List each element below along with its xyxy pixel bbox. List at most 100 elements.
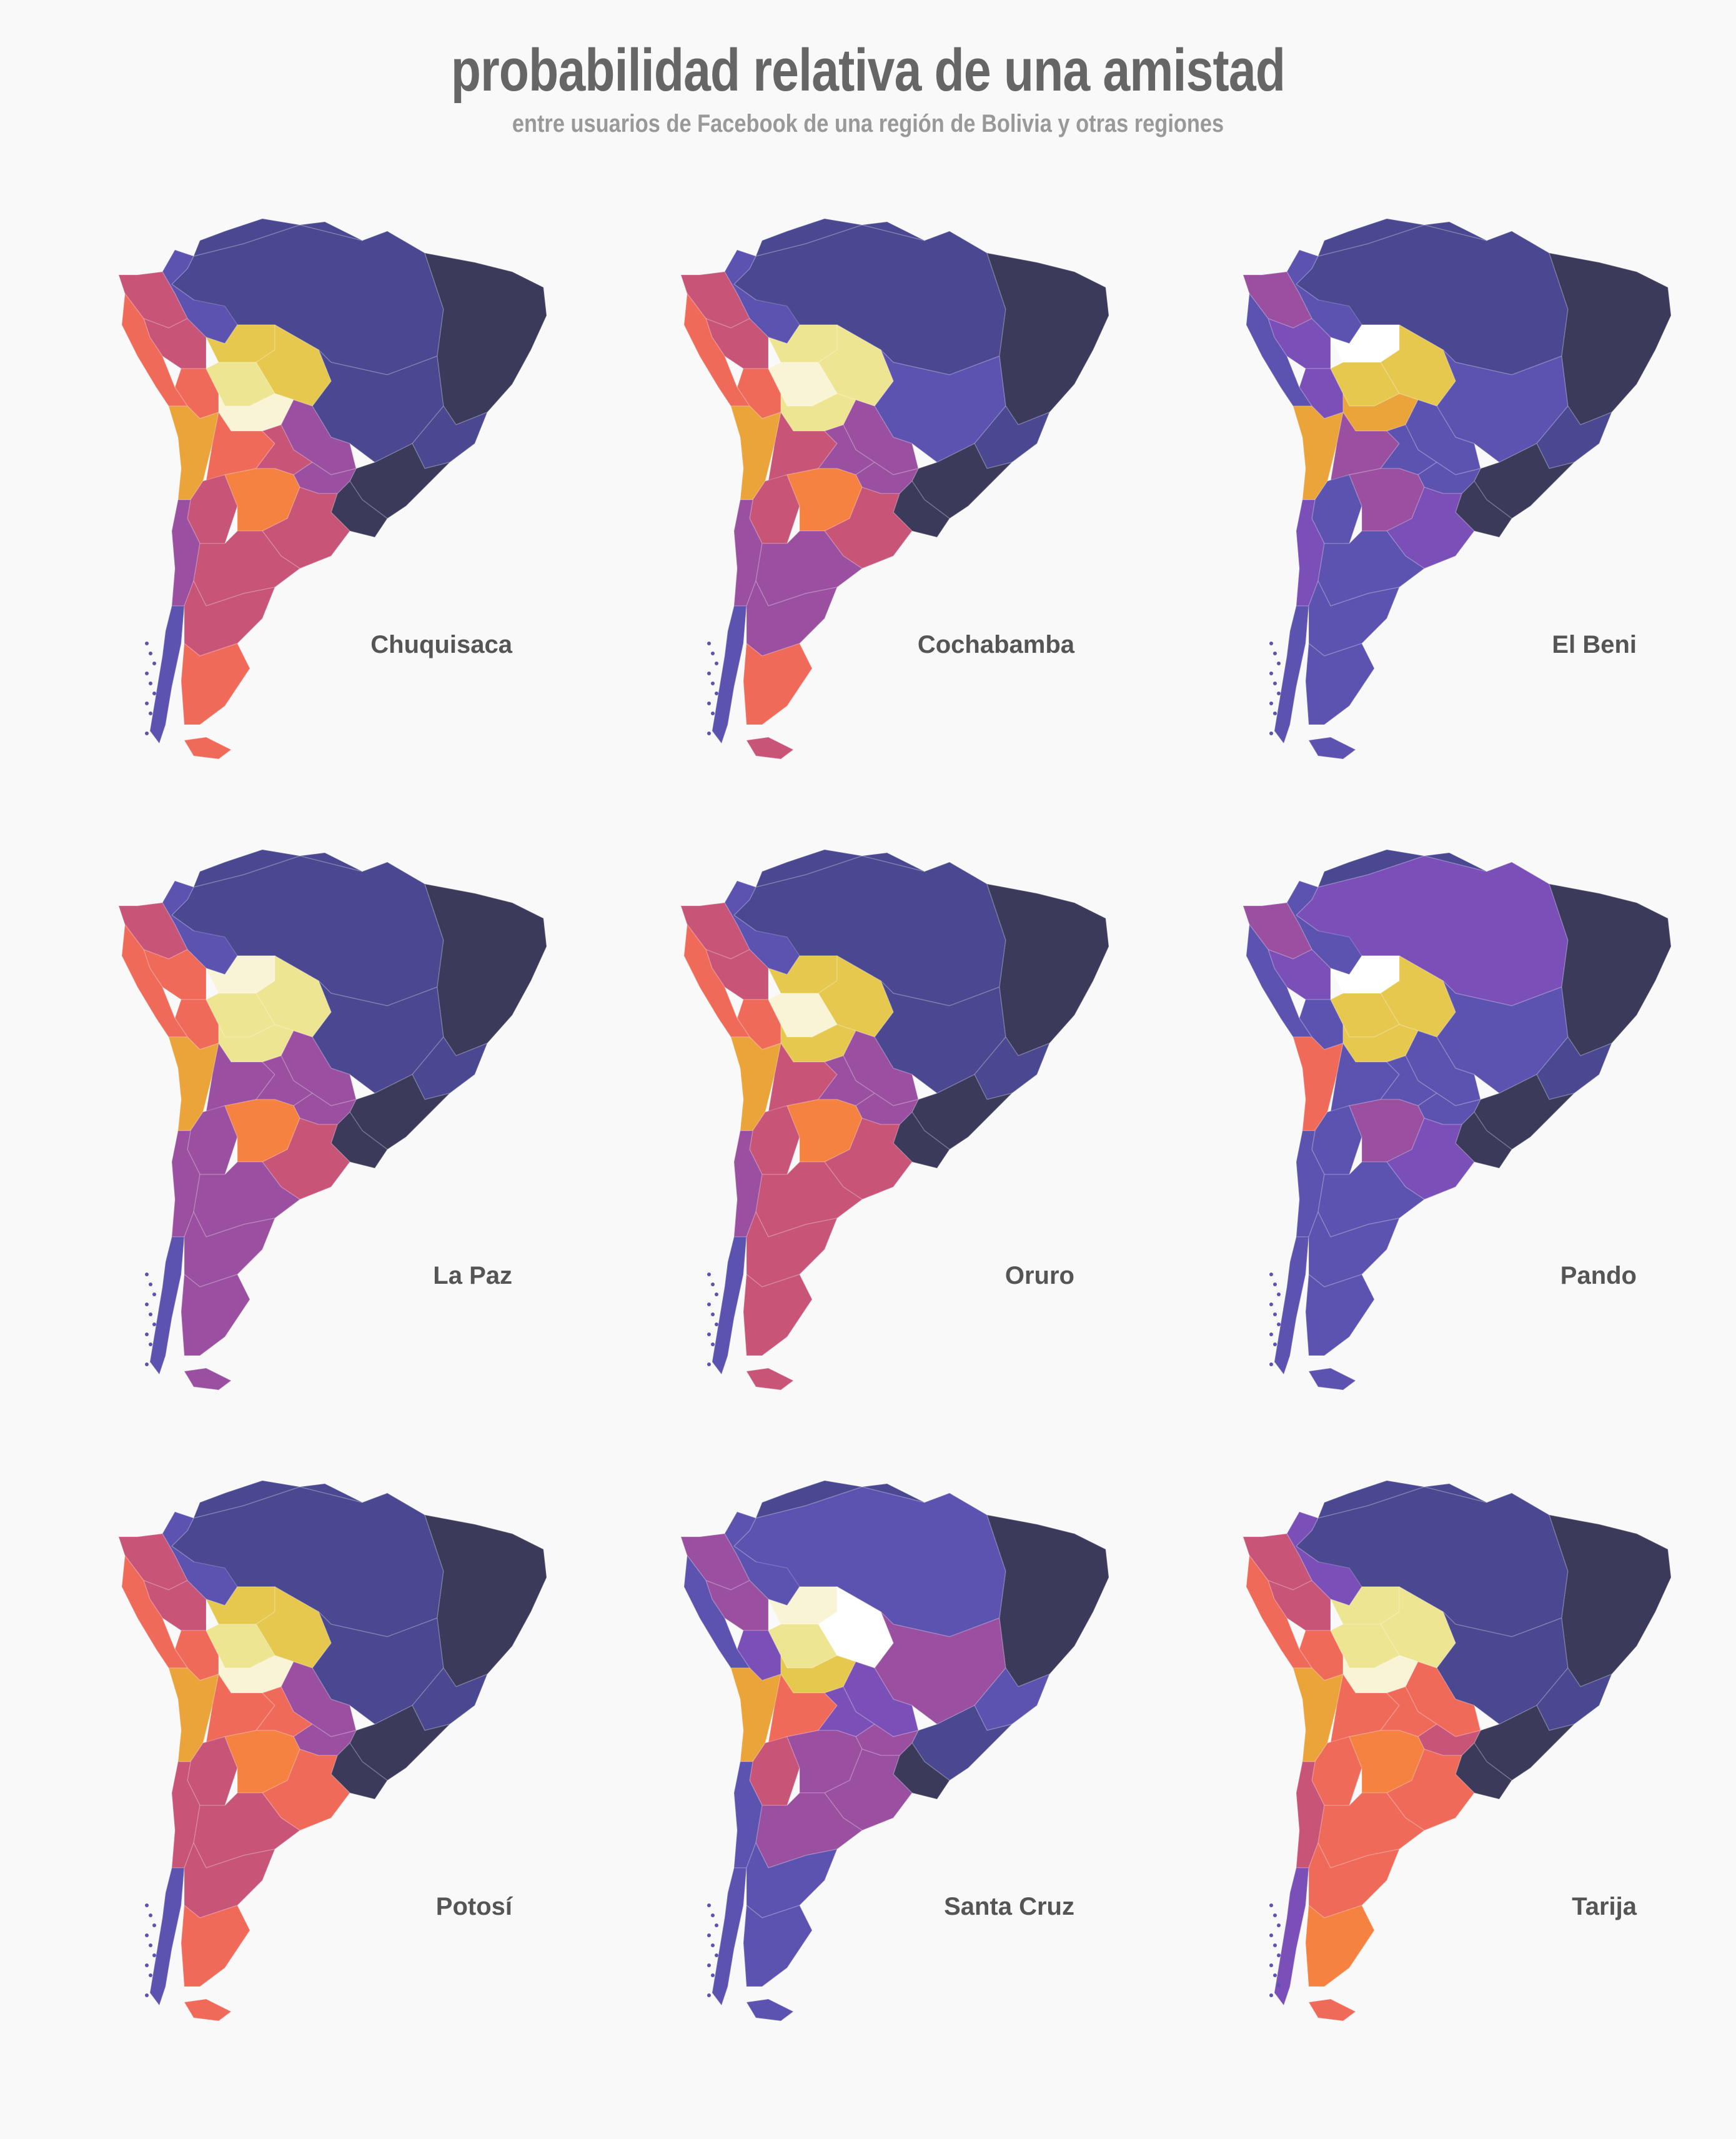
- region-brazil-northeast: [1549, 252, 1672, 425]
- coastal-island: [1273, 1973, 1277, 1977]
- coastal-island: [707, 1903, 711, 1907]
- region-chile-south: [1274, 605, 1309, 744]
- region-guianas: [861, 221, 925, 241]
- coastal-island: [707, 1963, 711, 1967]
- region-brazil-northeast: [986, 252, 1109, 425]
- region-patagonia-south: [743, 1274, 813, 1356]
- coastal-island: [1277, 692, 1281, 695]
- region-patagonia-mid: [1308, 580, 1400, 657]
- coastal-island: [149, 1313, 152, 1316]
- region-uruguay: [893, 1111, 950, 1169]
- region-venezuela: [755, 218, 863, 257]
- map-label: Potosí: [435, 1893, 512, 1920]
- region-chile-south: [712, 605, 747, 744]
- region-guianas: [299, 221, 363, 241]
- region-argentina-baires: [1386, 1118, 1475, 1200]
- region-brazil-northeast: [424, 252, 547, 425]
- coastal-island: [1277, 722, 1281, 725]
- coastal-island: [707, 1993, 711, 1997]
- coastal-island: [711, 1283, 715, 1286]
- coastal-island: [152, 1953, 156, 1957]
- south-america-map: [680, 849, 1109, 1391]
- region-brazil-northeast: [986, 883, 1109, 1056]
- region-brazil-south: [911, 1074, 1013, 1150]
- map-panel: Santa Cruz: [600, 1468, 1109, 2030]
- region-brazil-south: [1474, 1074, 1575, 1150]
- map-label: Santa Cruz: [944, 1893, 1074, 1920]
- coastal-island: [1269, 1903, 1273, 1907]
- map-panel: Oruro: [600, 837, 1109, 1399]
- coastal-island: [1269, 1303, 1273, 1306]
- coastal-island: [149, 1342, 152, 1346]
- region-venezuela: [1317, 218, 1425, 257]
- region-venezuela: [755, 1480, 863, 1519]
- region-chile-south: [1274, 1236, 1309, 1375]
- coastal-island: [715, 1352, 718, 1356]
- coastal-island: [707, 1933, 711, 1937]
- coastal-island: [1277, 1923, 1281, 1927]
- region-brazil-south: [1474, 1705, 1575, 1781]
- map-label: La Paz: [433, 1262, 512, 1289]
- region-guianas: [299, 852, 363, 872]
- region-patagonia-mid: [184, 1842, 275, 1918]
- region-brazil-south: [911, 443, 1013, 519]
- coastal-island: [145, 1333, 149, 1336]
- coastal-island: [152, 692, 156, 695]
- region-uruguay: [330, 1111, 388, 1169]
- region-patagonia-mid: [746, 1211, 838, 1288]
- region-venezuela: [1317, 849, 1425, 888]
- region-patagonia-mid: [1308, 1211, 1400, 1288]
- region-tierra-fuego: [746, 1998, 794, 2022]
- region-guianas: [861, 1483, 925, 1503]
- region-guianas: [861, 852, 925, 872]
- coastal-island: [152, 1983, 156, 1987]
- coastal-island: [711, 1342, 715, 1346]
- coastal-island: [1277, 1323, 1281, 1326]
- region-uruguay: [1455, 1742, 1512, 1800]
- region-patagonia-mid: [746, 1842, 838, 1918]
- coastal-island: [707, 732, 711, 735]
- coastal-island: [149, 1973, 152, 1977]
- region-venezuela: [193, 218, 300, 257]
- coastal-island: [149, 1943, 152, 1947]
- region-argentina-baires: [1386, 1749, 1475, 1831]
- coastal-island: [1269, 1933, 1273, 1937]
- coastal-island: [1269, 672, 1273, 675]
- map-panel: El Beni: [1162, 206, 1672, 768]
- coastal-island: [149, 652, 152, 655]
- coastal-island: [711, 1943, 715, 1947]
- south-america-map: [680, 1480, 1109, 2022]
- region-patagonia-south: [743, 643, 813, 725]
- map-panel: Tarija: [1162, 1468, 1672, 2030]
- coastal-island: [1269, 1333, 1273, 1336]
- region-tierra-fuego: [1308, 737, 1356, 760]
- region-patagonia-south: [1305, 1905, 1375, 1987]
- region-patagonia-mid: [184, 1211, 275, 1288]
- coastal-island: [711, 1313, 715, 1316]
- region-guianas: [1424, 221, 1487, 241]
- region-brazil-northeast: [986, 1514, 1109, 1687]
- coastal-island: [149, 712, 152, 715]
- region-patagonia-mid: [1308, 1842, 1400, 1918]
- region-brazil-south: [349, 443, 450, 519]
- region-brazil-south: [349, 1705, 450, 1781]
- region-chile-south: [149, 605, 185, 744]
- region-argentina-baires: [262, 1118, 350, 1200]
- region-patagonia-south: [1305, 643, 1375, 725]
- coastal-island: [711, 682, 715, 685]
- region-patagonia-mid: [184, 580, 275, 657]
- region-brazil-south: [349, 1074, 450, 1150]
- region-patagonia-south: [181, 1274, 250, 1356]
- coastal-island: [1273, 682, 1277, 685]
- coastal-island: [711, 712, 715, 715]
- map-panel: La Paz: [37, 837, 547, 1399]
- region-argentina-baires: [824, 1118, 913, 1200]
- coastal-island: [715, 692, 718, 695]
- coastal-island: [1269, 1273, 1273, 1276]
- region-argentina-baires: [262, 1749, 350, 1831]
- coastal-island: [1273, 1342, 1277, 1346]
- map-label: Cochabamba: [917, 631, 1074, 658]
- coastal-island: [711, 1913, 715, 1917]
- region-guianas: [299, 1483, 363, 1503]
- coastal-island: [707, 1333, 711, 1336]
